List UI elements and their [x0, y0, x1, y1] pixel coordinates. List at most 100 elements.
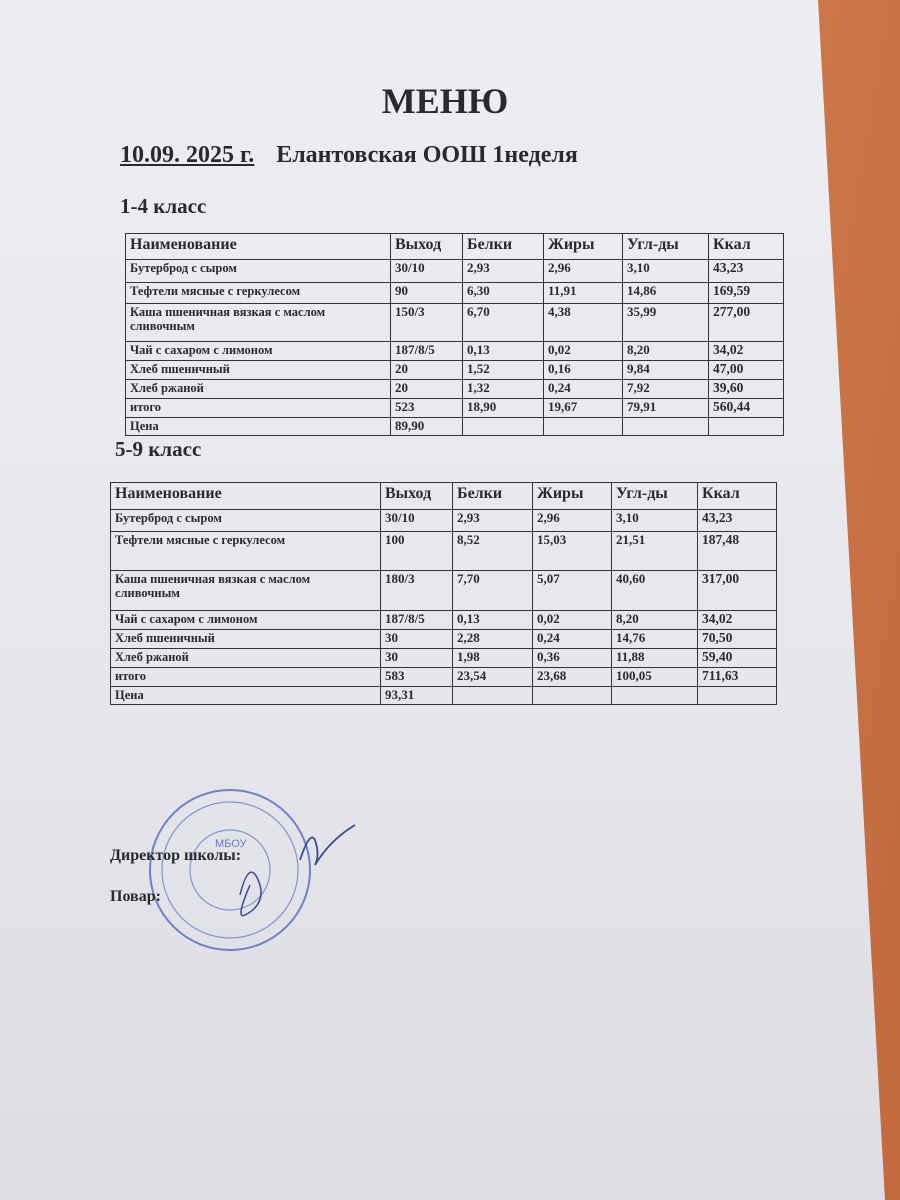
table-cell: 8,52: [452, 531, 533, 571]
table-cell: 0,16: [543, 360, 623, 380]
table-cell: 70,50: [697, 629, 777, 649]
table-cell: 523: [390, 398, 463, 418]
table-row: Каша пшеничная вязкая с маслом сливочным…: [125, 303, 784, 342]
table-cell: 2,96: [543, 259, 623, 283]
table-cell: 583: [380, 667, 453, 687]
section-label-1-4: 1-4 класс: [120, 194, 207, 218]
dish-name: Чай с сахаром с лимоном: [110, 610, 381, 630]
table-cell: 711,63: [697, 667, 777, 687]
table-cell: 43,23: [697, 509, 777, 532]
table-cell: 30/10: [380, 509, 453, 532]
table-cell: 169,59: [708, 282, 784, 304]
column-header: Наименование: [125, 233, 391, 260]
table-cell: 0,36: [532, 648, 612, 668]
table-row: Чай с сахаром с лимоном 187/8/5 0,13 0,02 8,…: [110, 610, 777, 630]
school-name: Елантовская ООШ 1неделя: [276, 142, 578, 168]
table-cell: 14,76: [611, 629, 698, 649]
table-cell: 20: [390, 379, 463, 399]
table-cell: 560,44: [708, 398, 784, 418]
table-row: Хлеб ржаной 20 1,32 0,24 7,92 39,60: [125, 379, 784, 399]
cook-label: Повар:: [110, 888, 161, 905]
header-row: Наименование Выход Белки Жиры Угл-ды Ккал: [125, 233, 784, 260]
table-cell: 277,00: [708, 303, 784, 342]
table-row: Тефтели мясные с геркулесом 100 8,52 15,03 2…: [110, 531, 777, 571]
table-cell: 4,38: [543, 303, 623, 342]
table-cell: 21,51: [611, 531, 698, 571]
table-cell: 35,99: [622, 303, 709, 342]
menu-table-1-4: Наименование Выход Белки Жиры Угл-ды Ккал Буте…: [125, 233, 784, 436]
dish-name: Хлеб пшеничный: [110, 629, 381, 649]
table-cell: [532, 686, 612, 705]
menu-date: 10.09. 2025 г.: [120, 142, 255, 168]
table-cell: 23,68: [532, 667, 612, 687]
column-header: Ккал: [697, 482, 777, 510]
table-row: Хлеб пшеничный 20 1,52 0,16 9,84 47,00: [125, 360, 784, 380]
table-row: Чай с сахаром с лимоном 187/8/5 0,13 0,02 8,…: [125, 341, 784, 361]
table-cell: 59,40: [697, 648, 777, 668]
table-cell: [543, 417, 623, 436]
dish-name: итого: [110, 667, 381, 687]
director-signature: [299, 824, 356, 866]
column-header: Белки: [462, 233, 544, 260]
table-cell: [622, 417, 709, 436]
dish-name: Цена: [125, 417, 391, 436]
dish-name: Хлеб ржаной: [110, 648, 381, 668]
table-row: Каша пшеничная вязкая с маслом сливочным…: [110, 570, 777, 611]
table-cell: 43,23: [708, 259, 784, 283]
table-cell: 0,24: [532, 629, 612, 649]
table-cell: 34,02: [708, 341, 784, 361]
dish-name: Бутерброд с сыром: [110, 509, 381, 532]
column-header: Выход: [390, 233, 463, 260]
table-cell: [697, 686, 777, 705]
table-cell: 11,91: [543, 282, 623, 304]
table-row: Бутерброд с сыром 30/10 2,93 2,96 3,10 43,23: [125, 259, 784, 283]
column-header: Наименование: [110, 482, 381, 510]
table-cell: [452, 686, 533, 705]
table-cell: 2,28: [452, 629, 533, 649]
table-row: Хлеб ржаной 30 1,98 0,36 11,88 59,40: [110, 648, 777, 668]
column-header: Жиры: [532, 482, 612, 510]
table-cell: 0,24: [543, 379, 623, 399]
table-cell: 20: [390, 360, 463, 380]
table-cell: 2,96: [532, 509, 612, 532]
dish-name: Каша пшеничная вязкая с маслом сливочным: [125, 303, 391, 342]
table-cell: 0,02: [543, 341, 623, 361]
column-header: Выход: [380, 482, 453, 510]
column-header: Угл-ды: [622, 233, 709, 260]
table-cell: 18,90: [462, 398, 544, 418]
table-cell: 15,03: [532, 531, 612, 571]
table-cell: 2,93: [452, 509, 533, 532]
table-cell: 30: [380, 629, 453, 649]
table-cell: 5,07: [532, 570, 612, 611]
table-cell: 14,86: [622, 282, 709, 304]
table-row: Бутерброд с сыром 30/10 2,93 2,96 3,10 43,23: [110, 509, 777, 532]
dish-name: Тефтели мясные с геркулесом: [125, 282, 391, 304]
table-cell: 34,02: [697, 610, 777, 630]
table-row: Цена 93,31: [110, 686, 777, 705]
column-header: Угл-ды: [611, 482, 698, 510]
section-label-5-9: 5-9 класс: [115, 437, 202, 461]
menu-table-5-9: Наименование Выход Белки Жиры Угл-ды Ккал Буте…: [110, 482, 777, 705]
dish-name: Хлеб пшеничный: [125, 360, 391, 380]
table-cell: 89,90: [390, 417, 463, 436]
table-cell: 3,10: [611, 509, 698, 532]
table-cell: 1,52: [462, 360, 544, 380]
table-cell: 2,93: [462, 259, 544, 283]
table-cell: 93,31: [380, 686, 453, 705]
table-cell: 100: [380, 531, 453, 571]
table-cell: 1,32: [462, 379, 544, 399]
table-cell: 79,91: [622, 398, 709, 418]
table-cell: 180/3: [380, 570, 453, 611]
table-cell: 30: [380, 648, 453, 668]
table-cell: 0,13: [462, 341, 544, 361]
table-row: Цена 89,90: [125, 417, 784, 436]
column-header: Жиры: [543, 233, 623, 260]
table-cell: 3,10: [622, 259, 709, 283]
table-cell: 9,84: [622, 360, 709, 380]
table-cell: [462, 417, 544, 436]
table-cell: [708, 417, 784, 436]
table-cell: 317,00: [697, 570, 777, 611]
dish-name: Тефтели мясные с геркулесом: [110, 531, 381, 571]
table-cell: 11,88: [611, 648, 698, 668]
column-header: Ккал: [708, 233, 784, 260]
